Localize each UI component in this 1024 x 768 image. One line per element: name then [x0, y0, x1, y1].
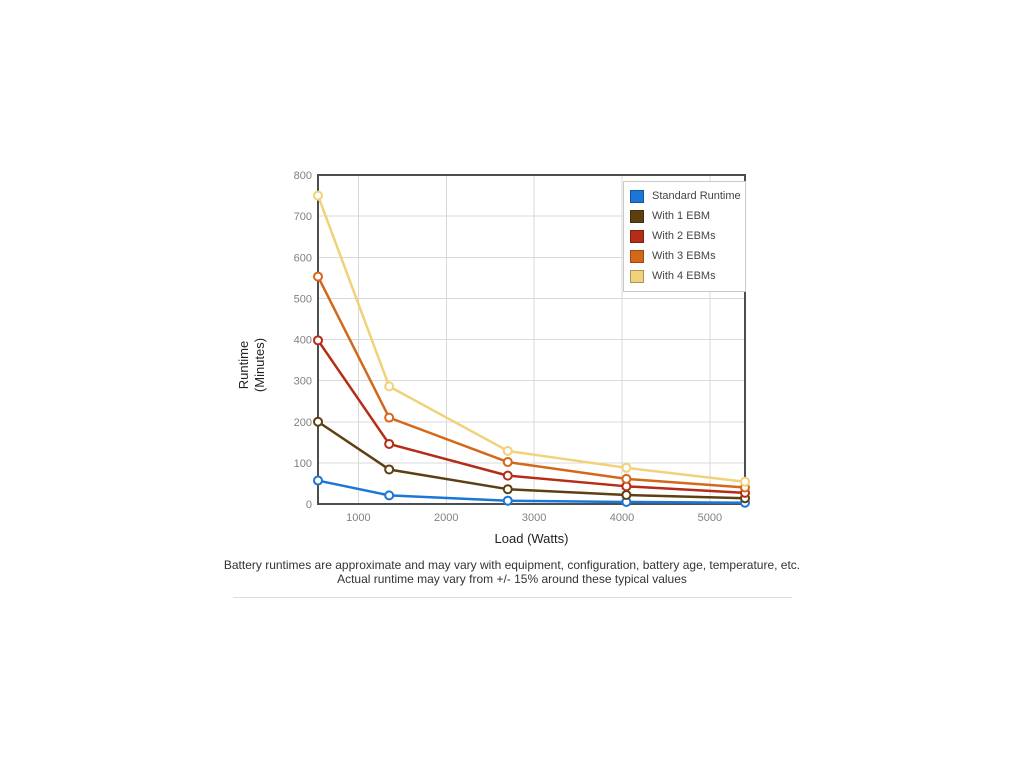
y-tick-label: 200 — [294, 417, 312, 429]
legend-swatch-icon — [630, 229, 644, 243]
legend-item-3: With 3 EBMs — [624, 246, 745, 266]
x-tick-label: 4000 — [610, 512, 634, 524]
footer-divider — [233, 597, 792, 598]
data-point — [313, 475, 323, 486]
y-tick-label: 0 — [306, 499, 312, 511]
y-tick-label: 400 — [294, 335, 312, 347]
legend-swatch-icon — [630, 189, 644, 203]
legend-swatch-icon — [630, 269, 644, 283]
x-tick-label: 3000 — [522, 512, 546, 524]
y-tick-label: 500 — [294, 293, 312, 305]
y-axis-title-line2: (Minutes) — [252, 337, 267, 393]
data-point — [502, 484, 513, 495]
legend-item-1: With 1 EBM — [624, 206, 745, 226]
data-point — [502, 457, 513, 468]
y-tick-label: 100 — [294, 458, 312, 470]
legend-item-0: Standard Runtime — [624, 186, 745, 206]
legend-item-4: With 4 EBMs — [624, 266, 745, 286]
x-tick-label: 1000 — [346, 512, 370, 524]
y-tick-label: 300 — [294, 376, 312, 388]
legend-label: With 1 EBM — [652, 210, 711, 222]
data-point — [621, 489, 632, 500]
data-point — [384, 381, 395, 392]
data-point — [384, 412, 395, 423]
footer-disclaimer-line1: Battery runtimes are approximate and may… — [223, 558, 801, 572]
legend-label: With 3 EBMs — [652, 250, 716, 262]
data-point — [502, 495, 513, 506]
data-point — [313, 335, 323, 346]
data-point — [621, 473, 632, 484]
chart-legend: Standard Runtime With 1 EBM With 2 EBMs Wit… — [623, 181, 746, 292]
x-tick-label: 5000 — [698, 512, 722, 524]
data-point — [313, 271, 323, 282]
series-line-2 — [316, 339, 747, 495]
legend-label: With 2 EBMs — [652, 230, 716, 242]
footer-disclaimer-line2: Actual runtime may vary from +/- 15% aro… — [337, 572, 687, 586]
legend-item-2: With 2 EBMs — [624, 226, 745, 246]
data-point — [502, 470, 513, 481]
data-point — [740, 476, 750, 487]
y-tick-label: 700 — [294, 211, 312, 223]
runtime-chart: 0 100 200 300 400 500 600 700 800 1000 2000 3000 400… — [294, 170, 750, 524]
legend-label: Standard Runtime — [652, 190, 741, 202]
x-axis-title: Load (Watts) — [494, 531, 569, 546]
y-axis-title-line1: Runtime — [236, 340, 251, 390]
legend-label: With 4 EBMs — [652, 270, 716, 282]
legend-swatch-icon — [630, 209, 644, 223]
data-point — [313, 416, 323, 427]
data-point — [384, 464, 395, 475]
y-tick-label: 600 — [294, 252, 312, 264]
series-line-3 — [316, 275, 747, 489]
data-point — [313, 190, 323, 201]
x-tick-label: 2000 — [434, 512, 458, 524]
footer-disclaimer: Battery runtimes are approximate and may… — [0, 558, 1024, 586]
data-point — [621, 462, 632, 473]
y-axis-title: Runtime (Minutes) — [236, 305, 270, 425]
data-point — [384, 438, 395, 449]
data-point — [384, 490, 395, 501]
data-point — [502, 445, 513, 456]
y-tick-label: 800 — [294, 170, 312, 182]
legend-swatch-icon — [630, 249, 644, 263]
